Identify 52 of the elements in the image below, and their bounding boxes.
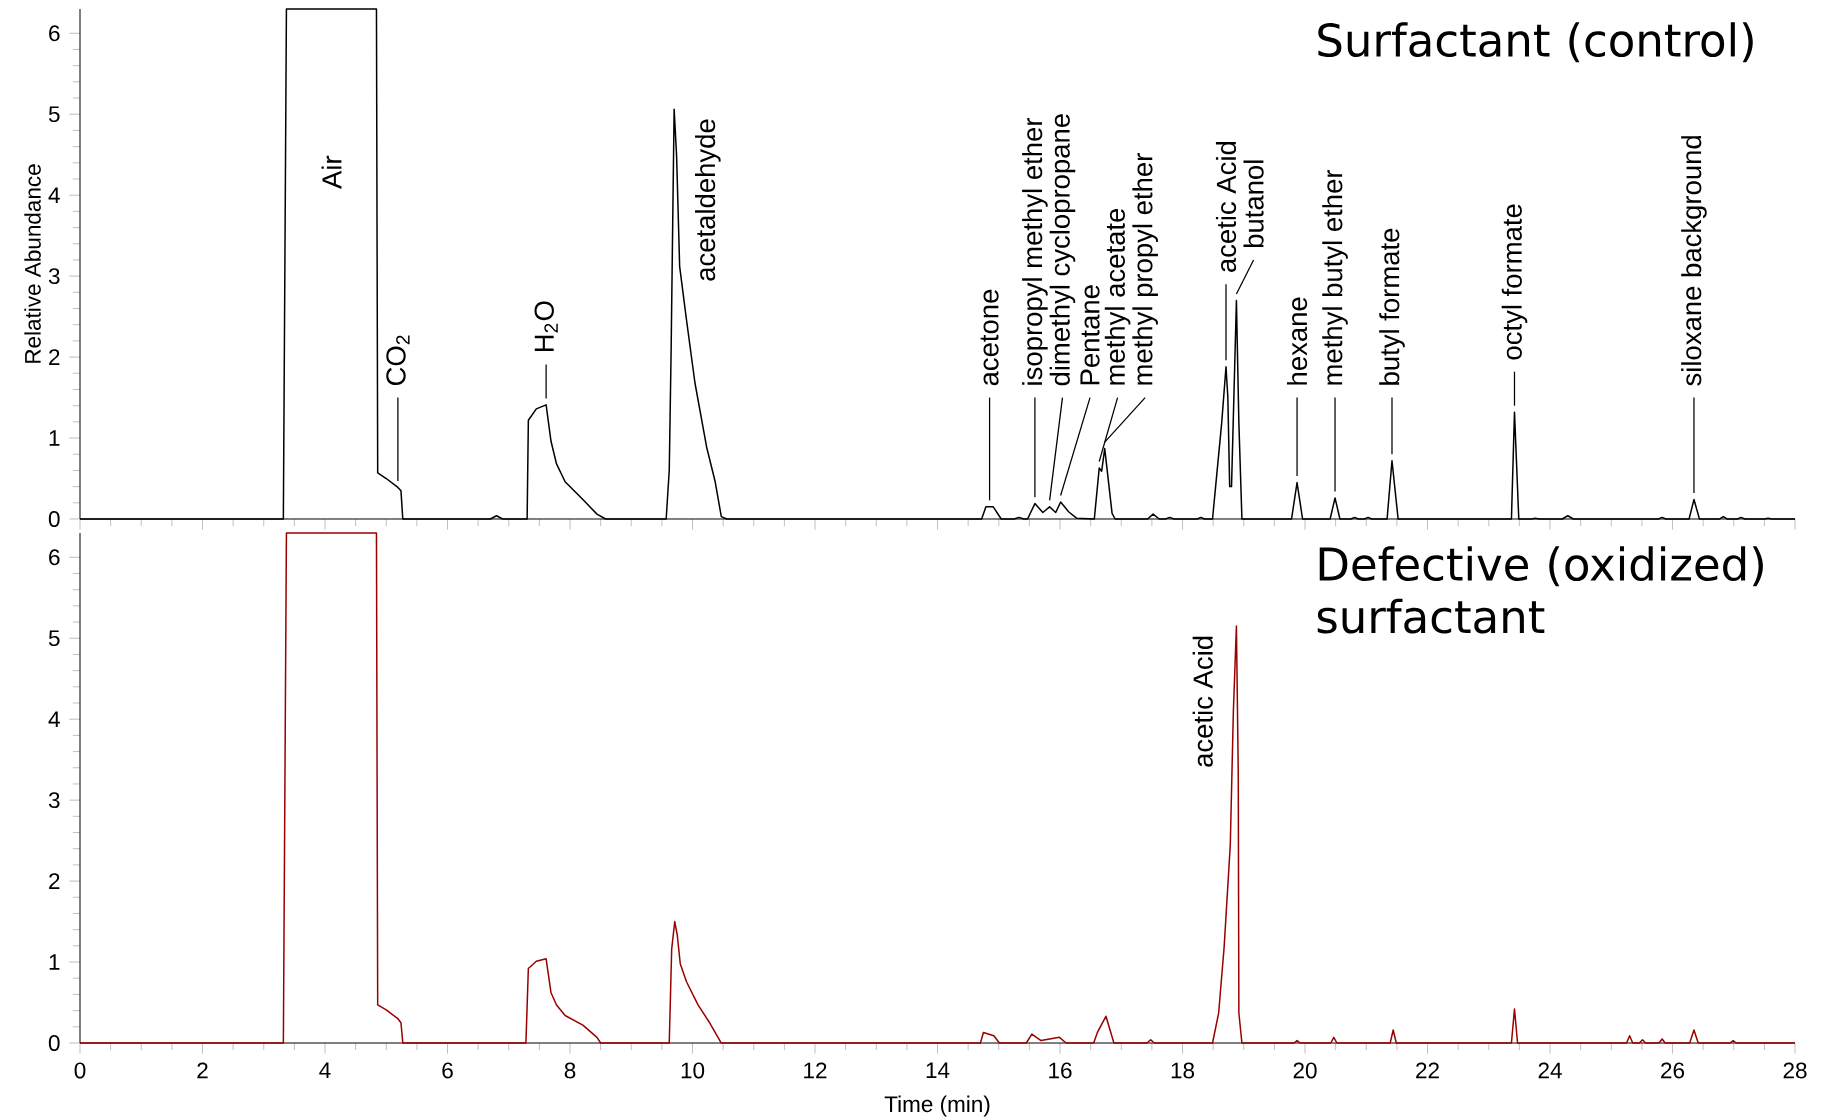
- x-tick-label: 0: [74, 1062, 86, 1079]
- annotation: CO$_{2}$: [386, 335, 410, 386]
- annotation: isopropyl methyl ether: [1022, 117, 1048, 385]
- x-tick-label: 2: [197, 1062, 208, 1079]
- y-tick-label: 4: [48, 187, 60, 203]
- x-tick-label: 6: [442, 1062, 453, 1079]
- y-tick-label: 6: [49, 25, 60, 42]
- y-tick-label: 1: [49, 954, 60, 970]
- annotation: acetic Acid: [1215, 141, 1237, 272]
- annotation: hexane: [1286, 297, 1308, 385]
- y-tick-label: 5: [48, 106, 60, 123]
- annotation: H$_{2}$O: [534, 301, 558, 352]
- y-tick-label: 0: [48, 511, 60, 527]
- x-tick-label: 14: [926, 1062, 950, 1078]
- y-tick-label: 3: [48, 268, 60, 285]
- y-tick-label: 2: [49, 873, 60, 889]
- x-tick-label: 8: [564, 1062, 576, 1079]
- x-tick-label: 16: [1049, 1062, 1072, 1079]
- y-tick-label: 6: [49, 549, 60, 566]
- y-tick-label: 4: [48, 711, 60, 727]
- annotation: Air: [321, 155, 342, 189]
- annotation: methyl propyl ether: [1132, 153, 1158, 385]
- x-tick-label: 10: [681, 1062, 705, 1079]
- annotation: methyl butyl ether: [1322, 169, 1348, 385]
- y-tick-label: 1: [49, 430, 60, 446]
- chart-title: Surfactant (control): [1318, 22, 1753, 63]
- annotation: acetaldehyde: [695, 119, 721, 281]
- x-tick-label: 28: [1783, 1062, 1807, 1079]
- x-tick-label: 12: [804, 1062, 827, 1079]
- x-tick-label: 22: [1416, 1062, 1439, 1079]
- x-tick-label: 20: [1293, 1062, 1317, 1079]
- annotation: acetone: [980, 289, 999, 386]
- x-tick-label: 4: [319, 1062, 331, 1078]
- annotation: dimethyl cyclopropane: [1049, 114, 1076, 386]
- annotation: butyl formate: [1379, 228, 1405, 385]
- y-axis-title: Relative Abundance: [24, 164, 41, 363]
- x-tick-label: 18: [1171, 1062, 1195, 1079]
- y-tick-label: 5: [48, 630, 60, 647]
- x-tick-label: 24: [1538, 1062, 1562, 1079]
- line-series: [79, 532, 1796, 1044]
- text: Defective (oxidized) surfactant: [1317, 546, 1763, 634]
- y-tick-label: 2: [49, 349, 60, 365]
- annotation: acetic Acid: [1192, 636, 1213, 767]
- x-tick-label: 26: [1661, 1062, 1685, 1079]
- y-tick-label: 3: [48, 792, 60, 809]
- annotation: siloxane background: [1681, 136, 1707, 386]
- annotation: butanol: [1243, 160, 1264, 248]
- annotation: octyl formate: [1501, 204, 1528, 360]
- annotation: methyl acetate: [1104, 208, 1131, 385]
- x-axis-title: Time (min): [884, 1095, 990, 1117]
- y-tick-label: 0: [48, 1035, 60, 1051]
- annotation: Pentane: [1080, 285, 1100, 385]
